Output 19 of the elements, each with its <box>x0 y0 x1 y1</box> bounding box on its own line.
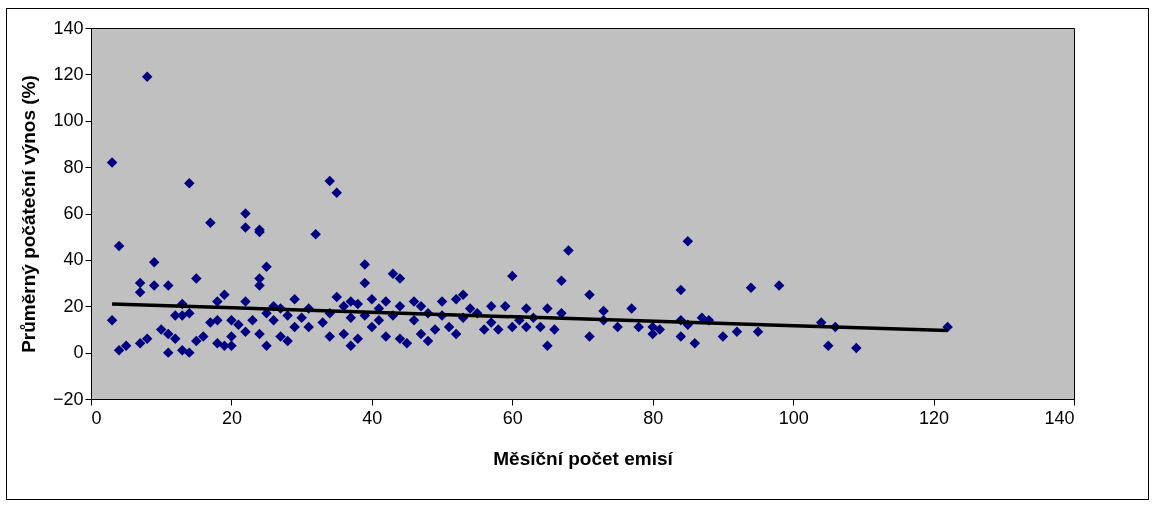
y-axis-title: Průměrný počáteční výnos (%) <box>17 75 39 353</box>
y-tick-label: 0 <box>73 342 84 363</box>
x-tick-label: 0 <box>91 407 102 428</box>
x-tick-label: 140 <box>1044 407 1075 428</box>
y-tick-label: −20 <box>52 388 84 409</box>
y-tick-label: 20 <box>63 295 84 316</box>
y-tick-label: 60 <box>63 203 84 223</box>
y-tick-label: 100 <box>53 110 84 131</box>
x-tick-label: 20 <box>221 407 242 428</box>
y-tick-label: 40 <box>63 249 84 270</box>
x-tick-label: 60 <box>502 407 523 428</box>
x-tick-label: 120 <box>919 407 950 428</box>
x-axis-title: Měsíční počet emisí <box>493 447 674 469</box>
x-tick-label: 100 <box>778 407 809 428</box>
y-tick-label: 80 <box>63 156 84 177</box>
y-tick-label: 140 <box>53 17 84 38</box>
x-tick-label: 80 <box>643 407 664 428</box>
y-tick-label: 120 <box>53 63 84 84</box>
x-tick-label: 40 <box>362 407 383 428</box>
